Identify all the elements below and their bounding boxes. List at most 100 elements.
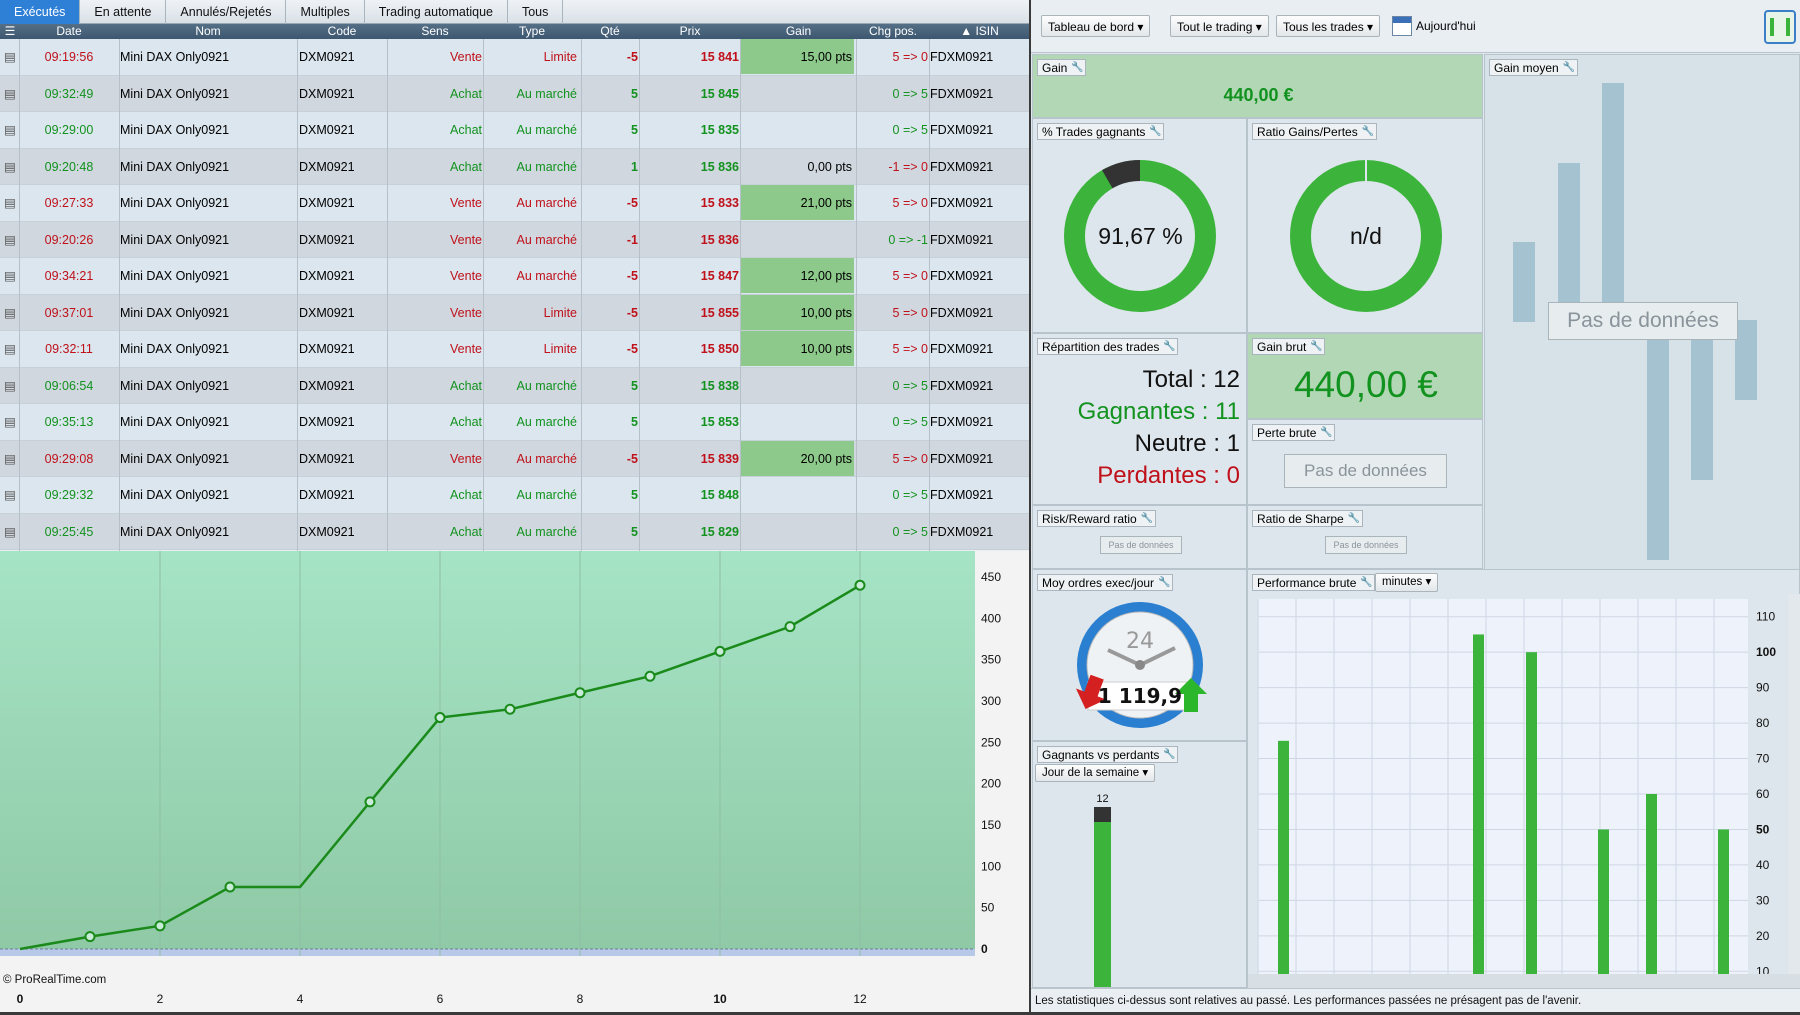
wrench-icon[interactable]: 🔧 (1158, 577, 1171, 588)
panel-gain-moyen-title[interactable]: Gain moyen 🔧 (1489, 59, 1578, 76)
cell-chg: 5 => 0 (892, 196, 928, 210)
cell-type: Au marché (516, 123, 577, 137)
column-divider (740, 39, 741, 551)
gain-moyen-nodata: Pas de données (1548, 302, 1738, 340)
stats-app-icon[interactable] (1764, 10, 1796, 44)
table-row[interactable]: ▤ 09:34:21 Mini DAX Only0921 DXM0921 Vente Au… (0, 258, 1029, 295)
panel-repartition-title[interactable]: Répartition des trades 🔧 (1037, 338, 1179, 355)
cell-prix: 15 838 (700, 378, 739, 393)
y-tick-label: 100 (981, 859, 1001, 873)
trading-dropdown[interactable]: Tout le trading ▾ (1170, 15, 1269, 37)
panel-gvp-title[interactable]: Gagnants vs perdants 🔧 (1037, 746, 1179, 763)
h-scrollbar (1248, 974, 1800, 989)
tab-multiples[interactable]: Multiples (286, 0, 365, 24)
cell-date: 09:37:01 (44, 305, 94, 320)
panel-ratio-title[interactable]: Ratio Gains/Pertes 🔧 (1252, 123, 1377, 140)
dashboard-dropdown[interactable]: Tableau de bord ▾ (1041, 15, 1151, 37)
v-scrollbar (1788, 594, 1800, 974)
col-gain[interactable]: Gain (785, 24, 812, 38)
cell-code: DXM0921 (299, 451, 355, 466)
cell-gain: 10,00 pts (741, 331, 854, 366)
panel-perte-title[interactable]: Perte brute 🔧 (1252, 424, 1336, 441)
panel-sharpe-title[interactable]: Ratio de Sharpe 🔧 (1252, 510, 1363, 527)
wrench-icon[interactable]: 🔧 (1071, 62, 1084, 73)
equity-point (84, 931, 96, 943)
col-isin[interactable]: ▲ ISIN (960, 24, 999, 38)
panel-perf-title[interactable]: Performance brute 🔧 (1252, 574, 1376, 591)
table-row[interactable]: ▤ 09:06:54 Mini DAX Only0921 DXM0921 Achat Au… (0, 367, 1029, 404)
table-row[interactable]: ▤ 09:32:11 Mini DAX Only0921 DXM0921 Vente Li… (0, 331, 1029, 368)
columns-menu-icon[interactable]: ☰ (4, 24, 16, 38)
panel-gain-brut-title[interactable]: Gain brut 🔧 (1252, 338, 1326, 355)
equity-chart: 0 50 100 150 200 250 300 350 400 450 0 2 4 6 8 10 12 (0, 551, 1029, 1012)
panel-gain-title[interactable]: Gain 🔧 (1037, 59, 1087, 76)
wrench-icon[interactable]: 🔧 (1361, 126, 1375, 137)
trades-table: ▤ 09:19:56 Mini DAX Only0921 DXM0921 Vente Li… (0, 39, 1029, 550)
cell-qte: -5 (626, 269, 638, 283)
table-row[interactable]: ▤ 09:29:32 Mini DAX Only0921 DXM0921 Achat Au… (0, 477, 1029, 514)
cell-sens: Vente (450, 305, 482, 320)
tab-en-attente[interactable]: En attente (80, 0, 167, 24)
cell-date: 09:20:48 (44, 159, 94, 174)
tab-tous[interactable]: Tous (508, 0, 564, 24)
panel-pct-title[interactable]: % Trades gagnants 🔧 (1037, 123, 1165, 140)
panel-risk-title[interactable]: Risk/Reward ratio 🔧 (1037, 510, 1156, 527)
equity-point (854, 579, 866, 591)
cell-code: DXM0921 (299, 378, 355, 393)
tab-executes[interactable]: Exécutés (0, 0, 81, 24)
x-tick-label: 0 (17, 992, 24, 1006)
table-row[interactable]: ▤ 09:20:48 Mini DAX Only0921 DXM0921 Achat Au… (0, 148, 1029, 185)
table-row[interactable]: ▤ 09:37:01 Mini DAX Only0921 DXM0921 Vente Li… (0, 294, 1029, 331)
x-tick-label: 10 (713, 992, 727, 1006)
table-row[interactable]: ▤ 09:32:49 Mini DAX Only0921 DXM0921 Achat Au… (0, 75, 1029, 112)
x-tick-label: 8 (577, 992, 584, 1006)
minutes-dropdown[interactable]: minutes ▾ (1375, 573, 1439, 592)
tab-trading-auto[interactable]: Trading automatique (365, 0, 508, 24)
day-of-week-dropdown[interactable]: Jour de la semaine ▾ (1035, 764, 1156, 782)
col-sens[interactable]: Sens (421, 24, 449, 38)
col-code[interactable]: Code (327, 24, 357, 38)
table-row[interactable]: ▤ 09:29:00 Mini DAX Only0921 DXM0921 Achat Au… (0, 112, 1029, 149)
cell-date: 09:27:33 (44, 196, 94, 210)
col-date[interactable]: Date (56, 24, 82, 38)
table-row[interactable]: ▤ 09:27:33 Mini DAX Only0921 DXM0921 Vente Au… (0, 185, 1029, 222)
wrench-icon[interactable]: 🔧 (1163, 749, 1176, 760)
gain-brut-value: 440,00 € (1293, 364, 1439, 405)
wrench-icon[interactable]: 🔧 (1320, 427, 1333, 438)
day-of-week-label: Jour de la semaine (1042, 767, 1140, 779)
cell-chg: 0 => 5 (892, 378, 928, 393)
cell-type: Au marché (516, 196, 577, 210)
col-chg[interactable]: Chg pos. (868, 24, 918, 38)
table-row[interactable]: ▤ 09:35:13 Mini DAX Only0921 DXM0921 Achat Au… (0, 404, 1029, 441)
col-nom[interactable]: Nom (195, 24, 221, 38)
trades-dropdown[interactable]: Tous les trades ▾ (1276, 15, 1381, 37)
cell-code: DXM0921 (299, 159, 355, 174)
placeholder-bar (1602, 83, 1624, 303)
wrench-icon[interactable]: 🔧 (1347, 513, 1361, 524)
table-row[interactable]: ▤ 09:29:08 Mini DAX Only0921 DXM0921 Vente Au… (0, 440, 1029, 477)
green-arrow-icon (1175, 678, 1207, 712)
clock-gauge: 24 1 119,9 (1075, 602, 1207, 728)
wrench-icon[interactable]: 🔧 (1310, 341, 1323, 352)
panel-ratio-gp: Ratio Gains/Pertes 🔧 n/d (1247, 118, 1483, 333)
col-qte[interactable]: Qté (600, 24, 620, 38)
wrench-icon[interactable]: 🔧 (1149, 126, 1162, 137)
cell-prix: 15 835 (700, 123, 739, 137)
tab-annules[interactable]: Annulés/Rejetés (166, 0, 287, 24)
table-row[interactable]: ▤ 09:20:26 Mini DAX Only0921 DXM0921 Vente Au… (0, 221, 1029, 258)
wrench-icon[interactable]: 🔧 (1360, 577, 1373, 588)
calendar-icon[interactable] (1392, 16, 1412, 36)
col-prix[interactable]: Prix (679, 24, 701, 38)
table-row[interactable]: ▤ 09:25:45 Mini DAX Only0921 DXM0921 Achat Au… (0, 513, 1029, 550)
wrench-icon[interactable]: 🔧 (1562, 62, 1576, 73)
cell-gain: 21,00 pts (741, 185, 854, 220)
panel-moy-title[interactable]: Moy ordres exec/jour 🔧 (1037, 574, 1174, 591)
row-menu-icon: ▤ (4, 451, 16, 466)
col-type[interactable]: Type (518, 24, 545, 38)
wrench-icon[interactable]: 🔧 (1163, 341, 1176, 352)
gauge-hand (1139, 646, 1176, 667)
perf-bar (1526, 652, 1537, 989)
today-label[interactable]: Aujourd'hui (1416, 19, 1476, 33)
wrench-icon[interactable]: 🔧 (1140, 513, 1154, 524)
table-row[interactable]: ▤ 09:19:56 Mini DAX Only0921 DXM0921 Vente Li… (0, 39, 1029, 76)
